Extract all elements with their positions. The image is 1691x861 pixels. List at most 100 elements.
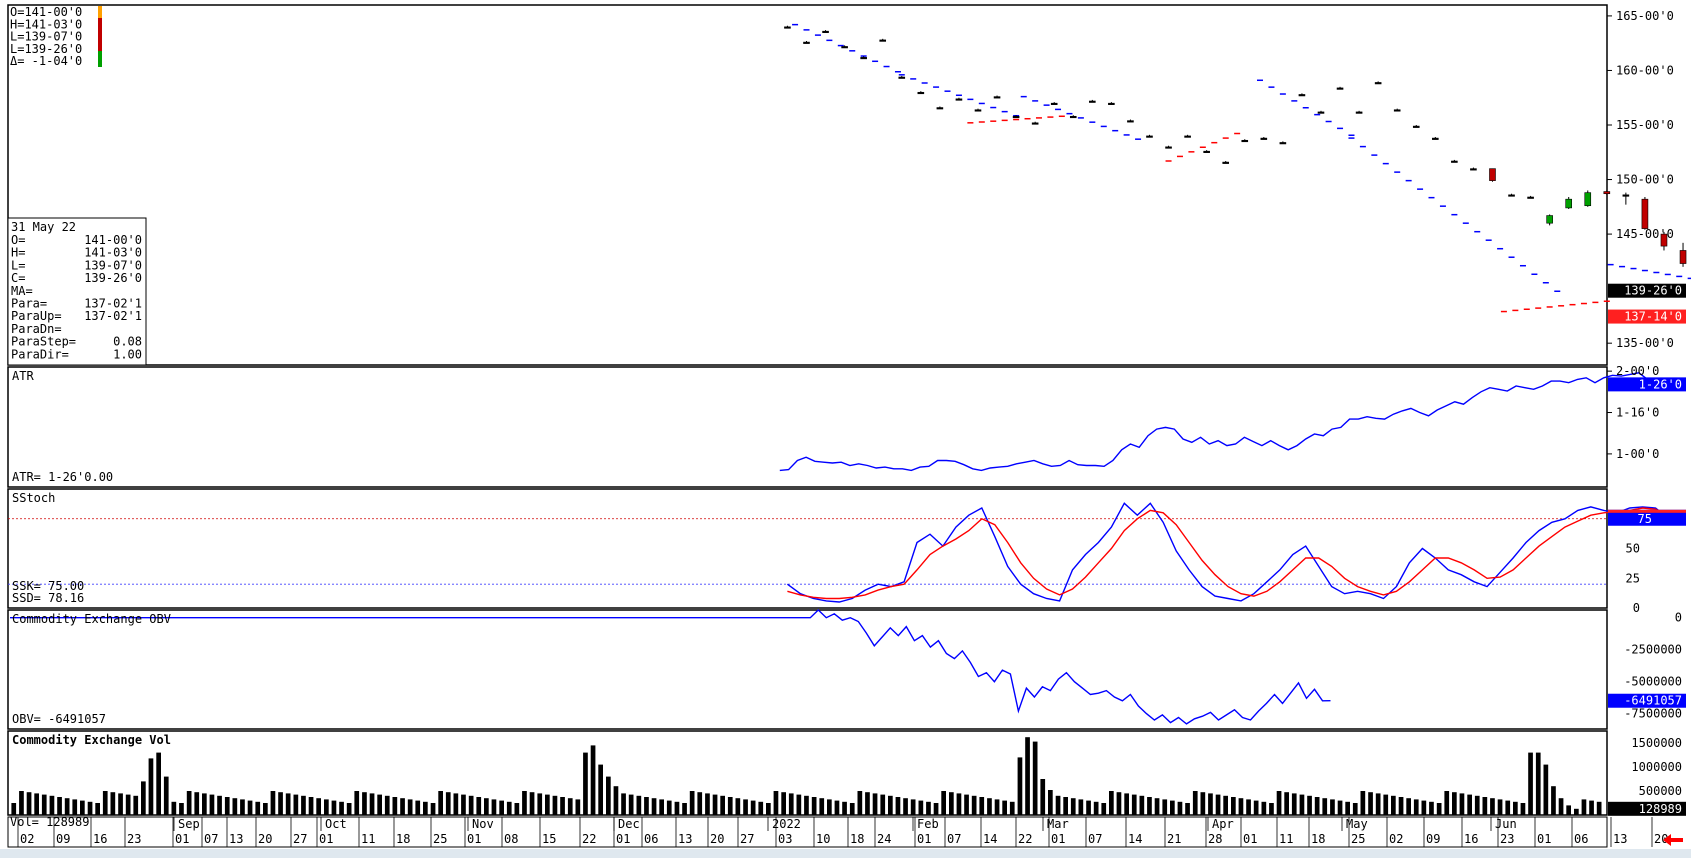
volume-bar: [1391, 795, 1396, 815]
volume-bar: [712, 794, 718, 815]
date-day-label: 11: [1279, 832, 1293, 846]
volume-bar: [72, 799, 78, 815]
volume-bar: [179, 803, 184, 815]
volume-bar: [583, 752, 588, 815]
header-quote-swatch: [98, 6, 102, 18]
candle-body: [1222, 161, 1230, 164]
volume-bar: [1558, 798, 1564, 815]
date-day-label: 20: [1654, 832, 1668, 846]
volume-bar: [1337, 800, 1343, 815]
candle-body: [1241, 139, 1249, 143]
volume-bar: [773, 791, 779, 815]
volume-bar: [1177, 801, 1183, 815]
date-day-label: 20: [710, 832, 724, 846]
volume-bar: [1093, 801, 1099, 815]
volume-bar: [1574, 808, 1579, 815]
date-day-label: 01: [616, 832, 630, 846]
date-day-label: 27: [740, 832, 754, 846]
date-day-label: 28: [1208, 832, 1222, 846]
volume-bar: [1276, 791, 1282, 815]
volume-bar: [1185, 803, 1190, 815]
volume-bar: [484, 798, 489, 815]
ssd-series-line: [787, 507, 1669, 600]
volume-bar: [964, 794, 969, 815]
candle-body: [1451, 160, 1458, 163]
volume-bar: [1413, 799, 1419, 815]
volume-bar: [811, 797, 817, 815]
scroll-left-arrow-icon: [1663, 834, 1683, 846]
volume-bar: [247, 800, 253, 815]
date-day-label: 25: [433, 832, 447, 846]
date-day-label: 20: [258, 832, 272, 846]
volume-bar: [1398, 797, 1404, 815]
candle-body: [860, 57, 867, 60]
volume-bar: [285, 793, 291, 815]
volume-bar: [537, 793, 543, 815]
volume-bar: [354, 791, 360, 815]
atr-tick-label: 1-16'0: [1616, 406, 1659, 420]
stoch-tick-label: 25: [1626, 571, 1640, 585]
date-day-label: 14: [983, 832, 997, 846]
volume-bar: [415, 800, 421, 815]
volume-bar: [453, 793, 459, 815]
date-day-label: 13: [678, 832, 692, 846]
volume-bar: [941, 791, 946, 815]
volume-bar: [766, 803, 771, 815]
volume-bar: [727, 797, 733, 815]
candle-body: [1603, 191, 1611, 195]
candle-body: [936, 107, 944, 110]
date-day-label: 15: [542, 832, 556, 846]
vol-tick-label: 500000: [1639, 784, 1682, 798]
volume-bar: [1009, 801, 1015, 815]
volume-bar: [1490, 798, 1495, 815]
status-strip: [0, 849, 1691, 858]
volume-bar: [95, 803, 100, 815]
volume-bar: [11, 803, 17, 815]
candle-body: [1374, 82, 1382, 85]
volume-bar: [788, 793, 794, 815]
date-month-label: Feb: [917, 817, 939, 831]
volume-bar: [430, 803, 436, 815]
volume-bar: [1299, 794, 1305, 815]
data-box-value: 137-02'1: [84, 309, 142, 323]
obv-tick-label: -2500000: [1624, 643, 1682, 657]
volume-bar: [1589, 800, 1594, 815]
candle-body: [1108, 102, 1115, 105]
obv-readout: OBV= -6491057: [12, 712, 106, 726]
volume-bar: [1238, 798, 1244, 815]
volume-bar: [1253, 800, 1259, 815]
volume-bar: [1581, 799, 1587, 815]
volume-bar: [1284, 792, 1289, 815]
volume-bar: [1307, 795, 1312, 815]
data-box-label: ParaUp=: [11, 309, 62, 323]
volume-bar: [659, 799, 664, 815]
volume-bar: [133, 795, 139, 815]
volume-bar: [34, 793, 39, 815]
volume-bar: [1421, 800, 1427, 815]
stoch-title: SStoch: [12, 491, 55, 505]
date-day-label: 22: [582, 832, 596, 846]
volume-bar: [674, 801, 680, 815]
candle-body: [1546, 215, 1553, 224]
volume-bar: [263, 803, 268, 815]
date-day-label: 23: [1500, 832, 1514, 846]
volume-bar: [324, 799, 329, 815]
volume-bar: [1215, 794, 1221, 815]
atr-tick-label: 2-00'0: [1616, 364, 1659, 378]
candle-body: [1279, 142, 1287, 145]
volume-bar: [125, 794, 131, 815]
date-day-label: 01: [319, 832, 333, 846]
data-box-value: 141-00'0: [84, 233, 142, 247]
volume-bar: [1162, 799, 1168, 815]
date-day-label: 01: [467, 832, 481, 846]
volume-bar: [720, 795, 725, 815]
candle-body: [803, 41, 810, 44]
volume-bar: [865, 792, 870, 815]
volume-bar: [377, 794, 382, 815]
date-day-label: 13: [1613, 832, 1627, 846]
volume-bar: [26, 792, 32, 815]
volume-bar: [1452, 792, 1457, 815]
volume-bar: [1032, 741, 1038, 815]
volume-bar: [1154, 798, 1160, 815]
